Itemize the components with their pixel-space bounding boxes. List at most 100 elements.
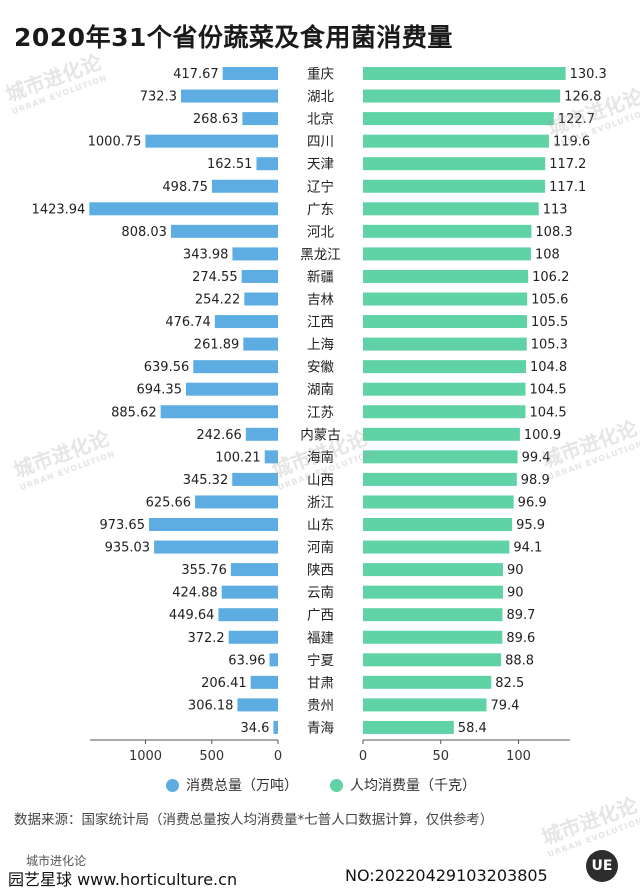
bar-per-capita bbox=[363, 608, 503, 622]
footer-site-link[interactable]: 园艺星球 www.horticulture.cn bbox=[8, 870, 238, 889]
bar-total bbox=[218, 608, 278, 622]
category-label: 北京 bbox=[307, 112, 334, 128]
bar-total bbox=[89, 202, 279, 216]
data-label-total: 935.03 bbox=[105, 541, 151, 556]
bar-per-capita bbox=[363, 315, 528, 329]
tick-label-right: 50 bbox=[432, 749, 449, 764]
bar-total bbox=[145, 134, 278, 148]
bar-total bbox=[244, 292, 278, 306]
category-label: 青海 bbox=[307, 720, 334, 736]
data-label-per-capita: 96.9 bbox=[518, 495, 547, 510]
data-label-total: 345.32 bbox=[183, 473, 229, 488]
tick-label-left: 1000 bbox=[129, 749, 162, 764]
data-label-per-capita: 94.1 bbox=[513, 541, 542, 556]
data-label-per-capita: 117.2 bbox=[549, 157, 586, 172]
category-label: 吉林 bbox=[307, 292, 334, 308]
bar-total bbox=[170, 224, 278, 238]
bar-total bbox=[211, 179, 278, 193]
data-label-total: 162.51 bbox=[207, 157, 253, 172]
tick-label-right: 0 bbox=[359, 749, 367, 764]
bar-total bbox=[273, 720, 278, 734]
source-note: 数据来源：国家统计局（消费总量按人均消费量*七普人口数据计算，仅供参考） bbox=[14, 812, 494, 828]
data-label-total: 343.98 bbox=[183, 247, 229, 262]
category-label: 山西 bbox=[307, 472, 334, 488]
bar-total bbox=[154, 540, 278, 554]
bar-total bbox=[245, 427, 278, 441]
data-label-per-capita: 89.7 bbox=[506, 608, 535, 623]
bar-per-capita bbox=[363, 67, 566, 80]
legend-swatch-per-capita bbox=[330, 778, 343, 792]
category-label: 重庆 bbox=[307, 67, 334, 83]
data-label-total: 34.6 bbox=[240, 721, 269, 736]
bar-total bbox=[221, 585, 278, 599]
data-label-total: 372.2 bbox=[187, 631, 224, 646]
data-label-per-capita: 130.3 bbox=[570, 67, 607, 82]
bar-per-capita bbox=[363, 360, 526, 374]
data-label-total: 973.65 bbox=[99, 518, 145, 533]
bar-per-capita bbox=[363, 292, 528, 306]
category-label: 上海 bbox=[307, 337, 334, 353]
data-label-per-capita: 108.3 bbox=[535, 225, 572, 240]
bar-per-capita bbox=[363, 337, 527, 351]
category-label: 广西 bbox=[307, 608, 334, 624]
bar-total bbox=[232, 247, 278, 261]
data-label-per-capita: 113 bbox=[543, 202, 568, 217]
bar-total bbox=[230, 563, 278, 577]
data-label-per-capita: 100.9 bbox=[524, 428, 561, 443]
data-label-total: 1000.75 bbox=[88, 135, 142, 150]
data-label-per-capita: 126.8 bbox=[564, 90, 601, 105]
category-label: 江苏 bbox=[307, 405, 334, 421]
tick-label-left: 0 bbox=[274, 749, 282, 764]
data-label-total: 424.88 bbox=[172, 586, 218, 601]
bar-per-capita bbox=[363, 518, 513, 531]
data-label-total: 498.75 bbox=[162, 180, 208, 195]
data-label-per-capita: 106.2 bbox=[532, 270, 569, 285]
bar-per-capita bbox=[363, 382, 526, 396]
category-label: 浙江 bbox=[307, 495, 334, 511]
category-label: 云南 bbox=[307, 585, 334, 601]
category-label: 河北 bbox=[307, 224, 334, 240]
data-label-total: 694.35 bbox=[136, 383, 182, 398]
data-label-per-capita: 88.8 bbox=[505, 653, 534, 668]
bar-per-capita bbox=[363, 112, 554, 126]
category-label: 甘肃 bbox=[307, 675, 334, 691]
legend-item-total: 消费总量（万吨） bbox=[166, 775, 298, 795]
legend-label-total: 消费总量（万吨） bbox=[186, 778, 298, 794]
footer-brand: 城市进化论 bbox=[26, 854, 87, 868]
data-label-total: 808.03 bbox=[121, 225, 167, 240]
legend: 消费总量（万吨） 人均消费量（千克） bbox=[0, 775, 640, 799]
legend-swatch-total bbox=[166, 778, 179, 792]
bar-per-capita bbox=[363, 720, 454, 734]
bar-per-capita bbox=[363, 405, 526, 419]
bar-per-capita bbox=[363, 630, 503, 644]
category-label: 宁夏 bbox=[307, 652, 334, 669]
bar-per-capita bbox=[363, 698, 487, 712]
data-label-total: 732.3 bbox=[140, 90, 177, 105]
category-label: 四川 bbox=[307, 134, 334, 150]
bar-per-capita bbox=[363, 179, 546, 193]
data-label-total: 100.21 bbox=[215, 450, 261, 465]
bar-total bbox=[256, 157, 278, 171]
legend-label-per-capita: 人均消费量（千克） bbox=[350, 778, 476, 794]
bar-total bbox=[241, 269, 278, 283]
data-label-per-capita: 89.6 bbox=[506, 631, 535, 646]
data-label-total: 1423.94 bbox=[32, 202, 86, 217]
bar-per-capita bbox=[363, 675, 492, 689]
category-label: 湖南 bbox=[307, 382, 334, 398]
bar-total bbox=[222, 67, 278, 80]
bar-per-capita bbox=[363, 472, 517, 486]
watermark: 城市进化论 URBAN EVOLUTION bbox=[538, 792, 640, 860]
data-label-per-capita: 122.7 bbox=[558, 112, 595, 127]
data-label-per-capita: 105.3 bbox=[531, 338, 568, 353]
bar-per-capita bbox=[363, 89, 561, 103]
category-label: 江西 bbox=[307, 315, 334, 331]
data-label-per-capita: 119.6 bbox=[553, 135, 590, 150]
bar-per-capita bbox=[363, 563, 503, 577]
data-label-total: 206.41 bbox=[201, 676, 247, 691]
data-label-total: 449.64 bbox=[169, 608, 215, 623]
data-label-per-capita: 99.4 bbox=[522, 450, 551, 465]
bar-total bbox=[232, 472, 278, 486]
bar-per-capita bbox=[363, 450, 518, 464]
data-label-total: 417.67 bbox=[173, 67, 219, 82]
bar-total bbox=[195, 495, 278, 509]
